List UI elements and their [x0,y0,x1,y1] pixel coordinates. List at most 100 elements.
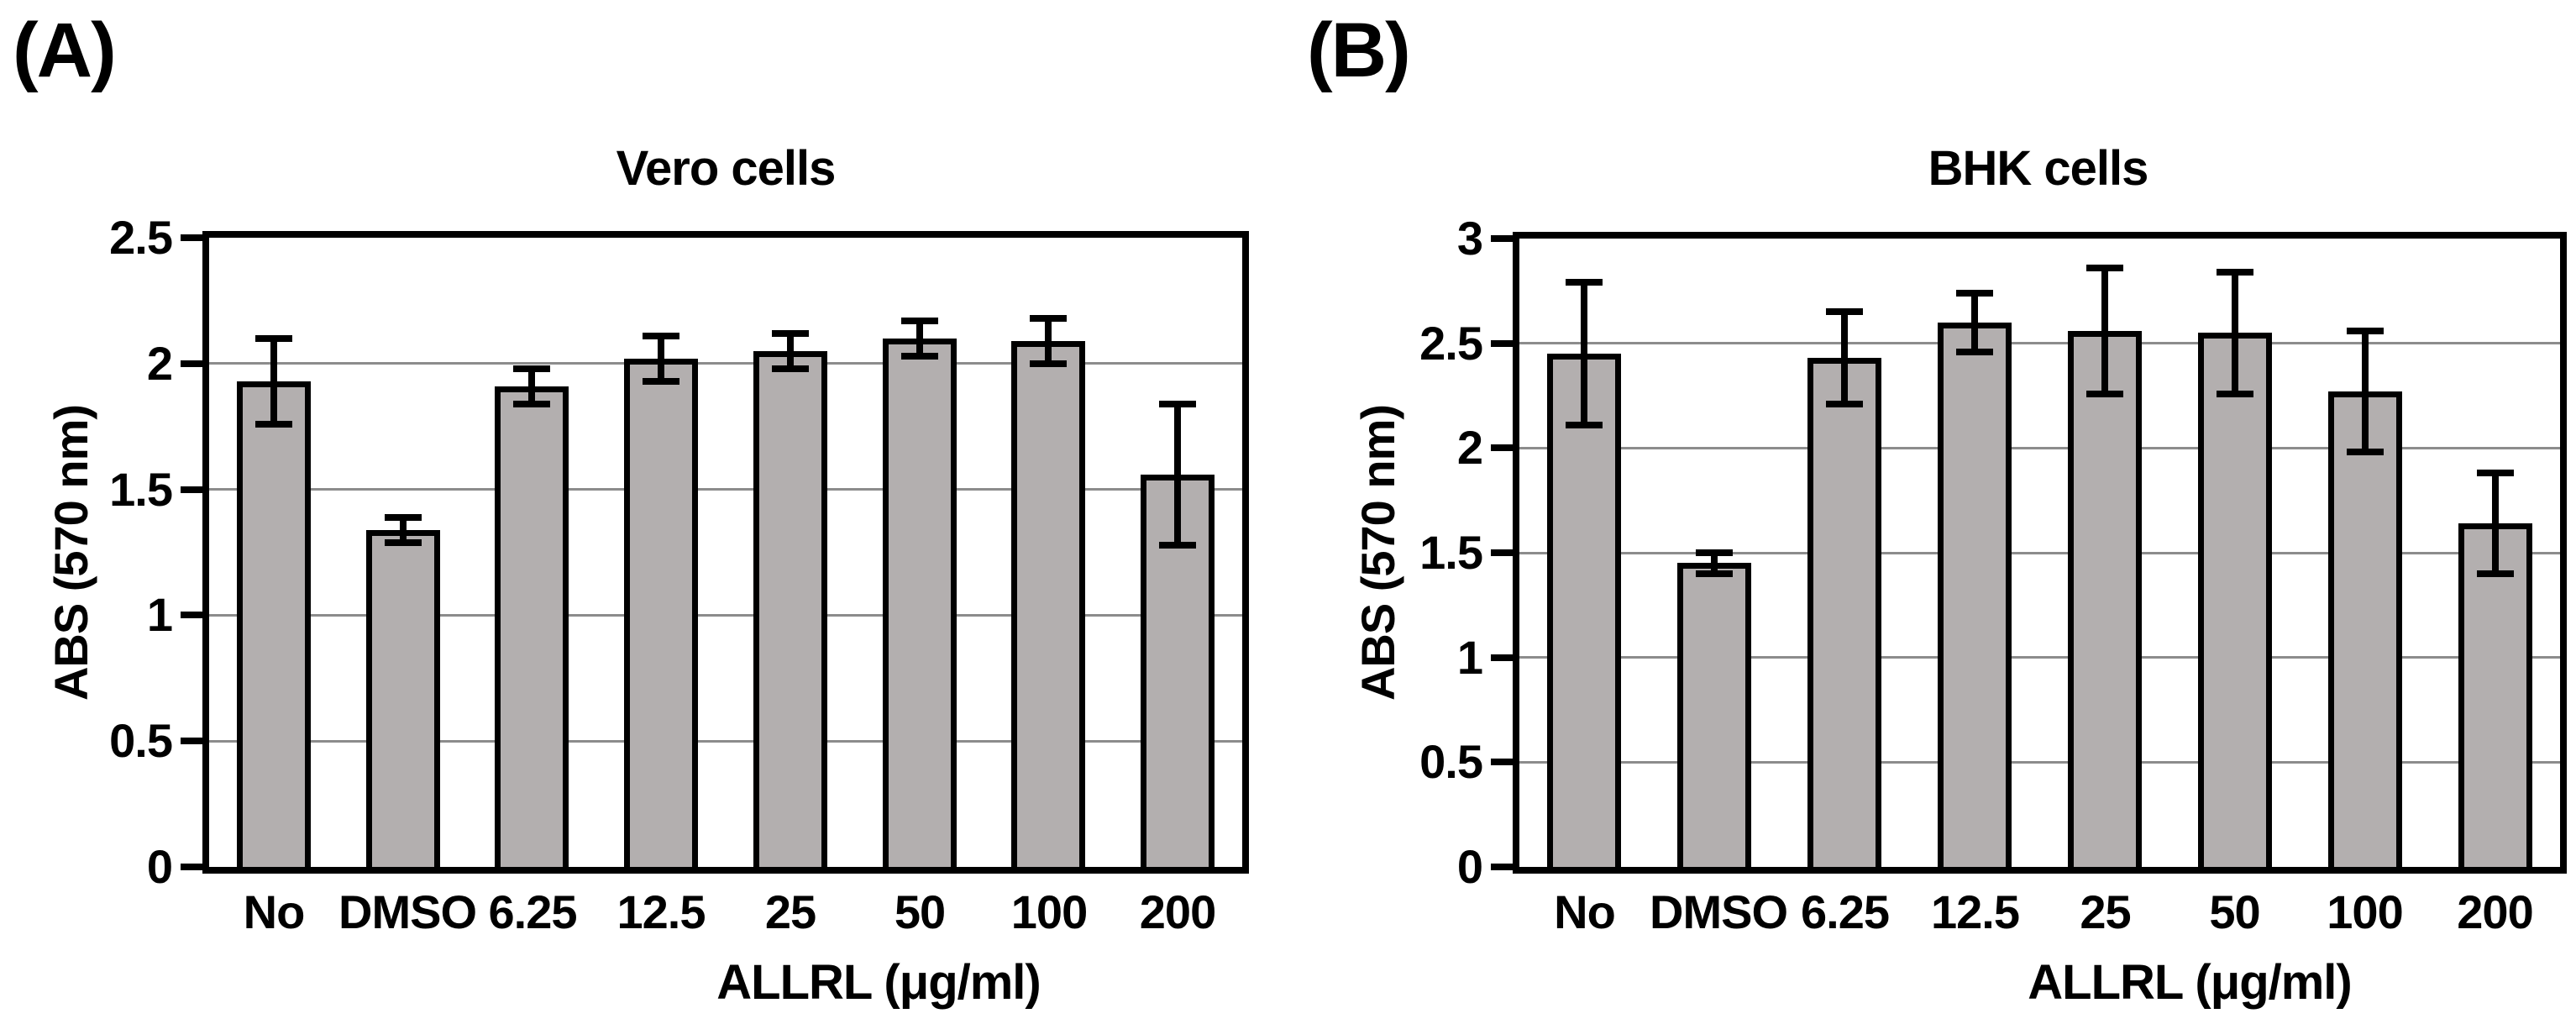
gridline [209,613,1242,617]
error-bar-12.5 [1971,292,1979,352]
gridline [209,488,1242,491]
x-tick-label: No [243,885,306,938]
y-tick [1491,235,1513,242]
y-tick [181,864,202,870]
y-tick [1491,759,1513,766]
error-bar-50 [916,320,923,356]
x-tick-label: 6.25 [488,885,578,938]
error-cap-top [643,332,680,339]
bar-6.25 [1807,358,1881,867]
error-cap-top [2085,264,2123,271]
chart-title-vero: Vero cells [616,141,837,196]
gridline [1519,446,2560,449]
plot-area-bhk: 0 0.5 1 1.5 2 2.5 3 No DMSO 6.25 12.5 25 50 100 200 [1419,215,2567,936]
y-axis-title-bhk: ABS (570 nm) [1351,404,1404,701]
gridline [1519,760,2560,764]
y-tick [1491,654,1513,661]
error-cap-bottom [1696,570,1734,577]
x-tick-label: 200 [1139,885,1216,938]
error-cap-top [1826,308,1864,316]
error-cap-bottom [643,377,680,385]
bar-200 [2458,523,2532,867]
panel-label-a: (A) [13,8,117,93]
error-cap-bottom [513,400,551,407]
bar-dmso [366,530,440,867]
gridline [1519,656,2560,659]
error-cap-bottom [1826,400,1864,407]
error-bar-50 [2231,271,2238,394]
y-tick-label: 0 [146,840,173,893]
bar-100 [1011,341,1085,867]
error-bar-100 [2361,330,2369,453]
error-cap-top [900,317,938,324]
bar-12.5 [1938,323,2012,867]
x-tick-label: DMSO [338,885,477,938]
error-cap-bottom [771,365,809,372]
y-tick [1491,549,1513,556]
y-tick-label: 1.5 [1419,526,1483,579]
error-cap-top [1696,549,1734,556]
bar-dmso [1677,563,1751,867]
error-cap-bottom [1159,541,1197,549]
bar-50 [2198,333,2272,867]
y-tick [181,738,202,745]
error-bar-6.25 [1841,312,1849,404]
y-tick [1491,444,1513,452]
error-bar-25 [786,333,794,369]
error-bar-25 [2101,267,2108,394]
x-tick-label: 50 [894,885,946,938]
error-cap-top [384,513,422,521]
error-cap-top [1956,289,1994,297]
bar-12.5 [624,359,698,867]
y-tick [181,612,202,619]
chart-title-bhk: BHK cells [1928,141,2149,196]
bar-100 [2328,391,2402,867]
y-tick-label: 2 [146,336,173,390]
x-tick-label: 50 [2209,885,2260,938]
x-tick-label: 6.25 [1801,885,1890,938]
error-cap-bottom [384,538,422,546]
error-bar-no [1581,282,1588,425]
y-tick [1491,864,1513,870]
x-tick-label: 25 [764,885,816,938]
error-cap-top [1159,400,1197,407]
x-tick-label: No [1554,885,1616,938]
error-cap-top [1566,279,1603,286]
x-axis-title-vero: ALLRL (μg/ml) [716,955,1041,1010]
error-cap-bottom [2476,570,2514,577]
error-cap-top [2346,327,2384,334]
y-tick [181,360,202,367]
error-cap-top [771,329,809,337]
bar-6.25 [495,386,569,867]
error-cap-bottom [2085,390,2123,397]
error-cap-top [254,334,292,342]
panel-label-b: (B) [1307,8,1411,93]
error-bar-100 [1045,318,1052,364]
y-tick-label: 0.5 [1419,735,1483,789]
y-tick [181,234,202,241]
x-tick-label: 25 [2080,885,2131,938]
plot-area-vero: 0 0.5 1 1.5 2 2.5 No DMSO 6.25 12.5 25 50 100 200 [109,214,1249,936]
error-bar-no [270,338,277,424]
gridline [209,362,1242,365]
y-tick [181,486,202,493]
error-bar-dmso [399,517,407,543]
bar-25 [2068,331,2142,867]
x-tick-label: 12.5 [1931,885,2020,938]
y-tick-label: 1 [1456,630,1483,684]
error-cap-top [2476,470,2514,477]
y-tick-label: 0.5 [109,714,173,768]
error-bar-dmso [1711,553,1718,574]
error-bar-200 [2491,473,2499,574]
x-tick-label: 100 [2327,885,2403,938]
y-tick-label: 2 [1456,421,1483,475]
error-bar-6.25 [528,368,536,404]
error-bar-200 [1174,403,1182,545]
error-cap-top [513,365,551,372]
x-tick-label: 12.5 [616,885,706,938]
bar-50 [883,339,957,867]
error-cap-bottom [1956,348,1994,355]
y-tick-label: 2.5 [1419,316,1483,370]
bar-25 [753,351,827,867]
